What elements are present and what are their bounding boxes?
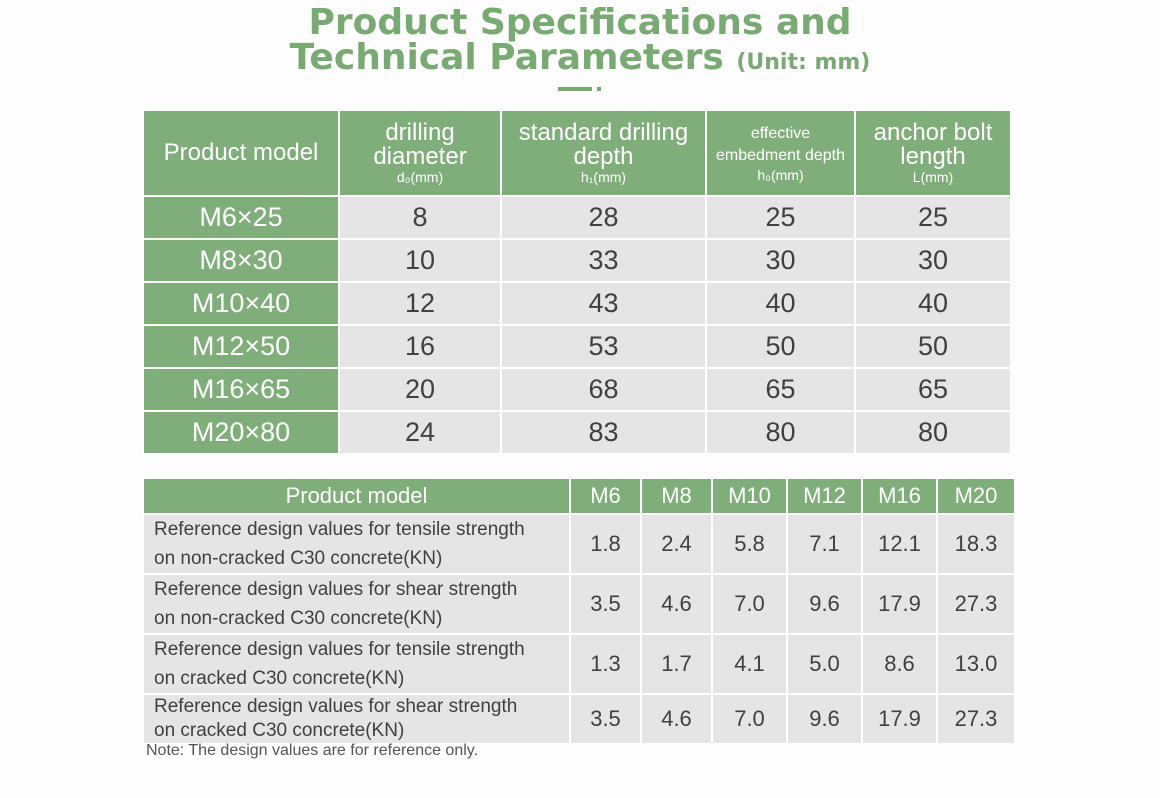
- header-drilling-depth: standard drilling depth h₁(mm): [500, 109, 707, 197]
- value-cell: 68: [500, 367, 707, 412]
- value-cell: 7.0: [711, 573, 788, 635]
- model-cell: M20×80: [142, 410, 340, 455]
- unit-label: (Unit: mm): [736, 50, 871, 75]
- footnote: Note: The design values are for referenc…: [146, 742, 479, 759]
- value-cell: 28: [500, 195, 707, 240]
- table-row: Reference design values for shear streng…: [142, 573, 1016, 635]
- header-m10: M10: [711, 477, 788, 515]
- value-cell: 65: [854, 367, 1012, 412]
- value-cell: 5.0: [786, 633, 863, 695]
- value-cell: 10: [338, 238, 502, 283]
- value-cell: 16: [338, 324, 502, 369]
- value-cell: 83: [500, 410, 707, 455]
- value-cell: 80: [854, 410, 1012, 455]
- page-title-line1: Product Specifications and: [308, 2, 852, 43]
- header-m8: M8: [640, 477, 713, 515]
- value-cell: 12: [338, 281, 502, 326]
- value-cell: 53: [500, 324, 707, 369]
- header-product-model: Product model: [142, 109, 340, 197]
- value-cell: 9.6: [786, 573, 863, 635]
- value-cell: 50: [705, 324, 856, 369]
- value-cell: 3.5: [569, 573, 642, 635]
- value-cell: 1.3: [569, 633, 642, 695]
- value-cell: 25: [705, 195, 856, 240]
- value-cell: 1.8: [569, 513, 642, 575]
- table-row: M20×80 24 83 80 80: [142, 410, 1012, 455]
- table-row: Reference design values for tensile stre…: [142, 513, 1016, 575]
- title-text: Technical Parameters: [289, 37, 724, 78]
- model-cell: M10×40: [142, 281, 340, 326]
- header-m12: M12: [786, 477, 863, 515]
- title-underline: [558, 87, 592, 91]
- value-cell: 3.5: [569, 693, 642, 745]
- header-drilling-diameter: drilling diameter d₀(mm): [338, 109, 502, 197]
- model-cell: M8×30: [142, 238, 340, 283]
- spec-table: Product model drilling diameter d₀(mm) st…: [142, 109, 1012, 455]
- value-cell: 4.6: [640, 693, 713, 745]
- value-cell: 5.8: [711, 513, 788, 575]
- value-cell: 9.6: [786, 693, 863, 745]
- value-cell: 50: [854, 324, 1012, 369]
- value-cell: 17.9: [861, 573, 938, 635]
- value-cell: 30: [854, 238, 1012, 283]
- value-cell: 27.3: [936, 573, 1016, 635]
- strength-table-header-row: Product model M6 M8 M10 M12 M16 M20: [142, 477, 1016, 515]
- value-cell: 24: [338, 410, 502, 455]
- value-cell: 40: [854, 281, 1012, 326]
- header-product-model: Product model: [142, 477, 571, 515]
- header-m6: M6: [569, 477, 642, 515]
- title-underline-dot: [597, 87, 601, 91]
- table-row: Reference design values for tensile stre…: [142, 633, 1016, 695]
- row-label: Reference design values for tensile stre…: [142, 513, 571, 575]
- table-row: M16×65 20 68 65 65: [142, 367, 1012, 412]
- value-cell: 65: [705, 367, 856, 412]
- value-cell: 2.4: [640, 513, 713, 575]
- value-cell: 43: [500, 281, 707, 326]
- value-cell: 12.1: [861, 513, 938, 575]
- row-label: Reference design values for shear streng…: [142, 573, 571, 635]
- value-cell: 33: [500, 238, 707, 283]
- table-row: M6×25 8 28 25 25: [142, 195, 1012, 240]
- strength-table: Product model M6 M8 M10 M12 M16 M20 Refe…: [142, 477, 1016, 745]
- table-row: Reference design values for shear streng…: [142, 693, 1016, 745]
- value-cell: 7.0: [711, 693, 788, 745]
- value-cell: 17.9: [861, 693, 938, 745]
- value-cell: 13.0: [936, 633, 1016, 695]
- spec-table-header-row: Product model drilling diameter d₀(mm) st…: [142, 109, 1012, 197]
- table-row: M8×30 10 33 30 30: [142, 238, 1012, 283]
- value-cell: 8: [338, 195, 502, 240]
- row-label: Reference design values for shear streng…: [142, 693, 571, 745]
- model-cell: M16×65: [142, 367, 340, 412]
- value-cell: 18.3: [936, 513, 1016, 575]
- header-bolt-length: anchor bolt length L(mm): [854, 109, 1012, 197]
- page-title-line2: Technical Parameters (Unit: mm): [0, 38, 1160, 83]
- value-cell: 7.1: [786, 513, 863, 575]
- value-cell: 20: [338, 367, 502, 412]
- value-cell: 4.6: [640, 573, 713, 635]
- value-cell: 30: [705, 238, 856, 283]
- value-cell: 4.1: [711, 633, 788, 695]
- header-m16: M16: [861, 477, 938, 515]
- value-cell: 1.7: [640, 633, 713, 695]
- table-row: M12×50 16 53 50 50: [142, 324, 1012, 369]
- header-m20: M20: [936, 477, 1016, 515]
- value-cell: 25: [854, 195, 1012, 240]
- value-cell: 8.6: [861, 633, 938, 695]
- value-cell: 80: [705, 410, 856, 455]
- model-cell: M12×50: [142, 324, 340, 369]
- value-cell: 27.3: [936, 693, 1016, 745]
- model-cell: M6×25: [142, 195, 340, 240]
- header-embedment-depth: effective embedment depth h₀(mm): [705, 109, 856, 197]
- table-row: M10×40 12 43 40 40: [142, 281, 1012, 326]
- value-cell: 40: [705, 281, 856, 326]
- row-label: Reference design values for tensile stre…: [142, 633, 571, 695]
